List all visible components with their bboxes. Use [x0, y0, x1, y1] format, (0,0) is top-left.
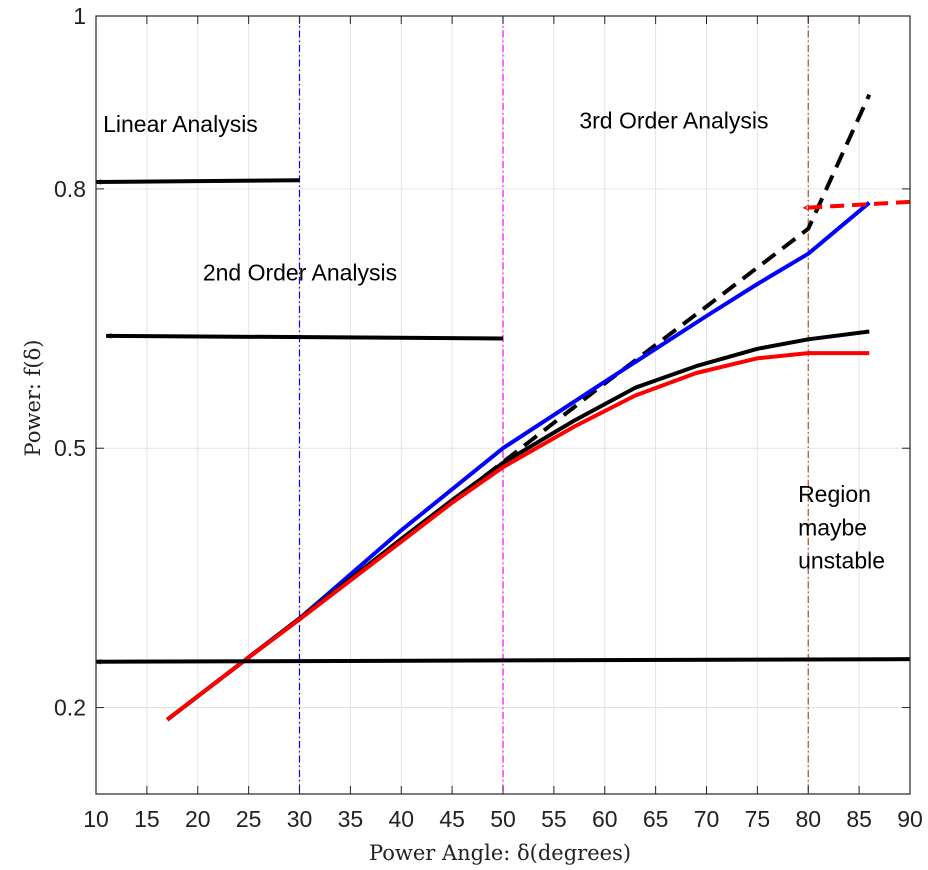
arrow-0 [95, 178, 300, 185]
x-tick-label: 60 [592, 806, 618, 832]
x-tick-label: 20 [185, 806, 211, 832]
x-tick-label: 50 [490, 806, 516, 832]
annotation-text: maybe [798, 515, 867, 541]
x-tick-label: 80 [795, 806, 821, 832]
x-tick-label: 90 [897, 806, 923, 832]
annotation-text: Linear Analysis [103, 111, 258, 137]
y-tick-label: 0.5 [54, 435, 86, 461]
x-tick-label: 75 [745, 806, 771, 832]
vertical-reference-lines [298, 16, 809, 794]
tick-labels: 10 15 20 25 30 35 40 45 50 55 60 65 70 75 80 85 90 0.2 0.5… [54, 3, 923, 832]
annotations: Linear Analysis 2nd Order Analysis 3rd Ord… [103, 107, 885, 573]
arrow-1 [105, 332, 504, 341]
x-tick-label: 55 [541, 806, 567, 832]
x-tick-label: 15 [134, 806, 160, 832]
x-tick-label: 85 [846, 806, 872, 832]
x-tick-label: 30 [287, 806, 313, 832]
y-axis-label: Power: f(δ) [21, 340, 45, 457]
arrows [95, 178, 911, 665]
x-tick-label: 35 [338, 806, 364, 832]
x-tick-label: 25 [236, 806, 262, 832]
annotation-text: unstable [798, 547, 885, 573]
x-tick-label: 70 [694, 806, 720, 832]
x-tick-label: 10 [83, 806, 109, 832]
x-axis-label: Power Angle: δ(degrees) [369, 841, 631, 865]
series-line-3 [165, 351, 870, 722]
y-tick-label: 1 [73, 3, 86, 29]
annotation-text: 2nd Order Analysis [203, 260, 397, 286]
x-tick-label: 45 [439, 806, 465, 832]
x-tick-label: 40 [388, 806, 414, 832]
x-tick-label: 65 [643, 806, 669, 832]
annotation-text: 3rd Order Analysis [579, 107, 768, 133]
annotation-text: Region [798, 481, 871, 507]
y-tick-label: 0.2 [54, 695, 86, 721]
y-tick-label: 0.8 [54, 176, 86, 202]
axes-box [95, 15, 911, 795]
arrow-2 [95, 657, 911, 665]
series-lines [165, 93, 872, 722]
arrow-3 [802, 199, 911, 211]
